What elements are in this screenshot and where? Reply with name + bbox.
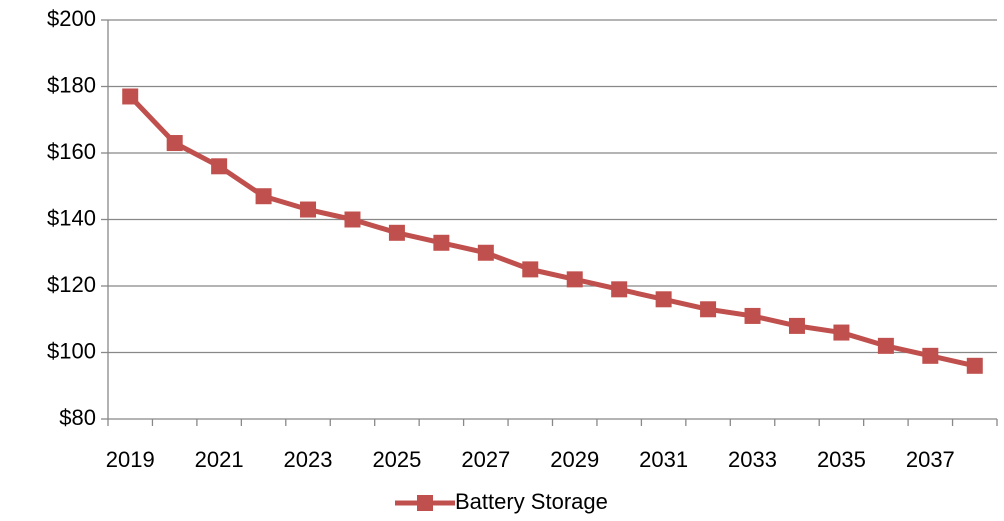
y-tick-label: $160	[47, 139, 96, 164]
data-point	[611, 281, 628, 298]
data-point	[433, 234, 450, 251]
data-point	[211, 158, 228, 175]
data-point	[566, 271, 583, 288]
x-tick-label: 2035	[817, 447, 866, 472]
legend-label: Battery Storage	[455, 489, 608, 514]
data-point	[922, 347, 939, 364]
data-point	[477, 244, 494, 261]
data-point	[788, 317, 805, 334]
data-point	[655, 291, 672, 308]
x-tick-label: 2021	[195, 447, 244, 472]
data-point	[122, 88, 139, 105]
x-tick-label: 2031	[639, 447, 688, 472]
y-tick-label: $120	[47, 272, 96, 297]
data-point	[744, 307, 761, 324]
y-tick-label: $140	[47, 205, 96, 230]
data-point	[388, 224, 405, 241]
y-tick-label: $200	[47, 6, 96, 31]
y-tick-label: $100	[47, 338, 96, 363]
data-point	[833, 324, 850, 341]
data-point	[255, 188, 272, 205]
data-point	[522, 261, 539, 278]
legend-marker	[417, 495, 433, 511]
data-point	[700, 301, 717, 318]
x-tick-label: 2029	[550, 447, 599, 472]
data-point	[966, 357, 983, 374]
x-tick-label: 2027	[461, 447, 510, 472]
data-point	[300, 201, 317, 218]
x-tick-label: 2019	[106, 447, 155, 472]
data-point	[877, 337, 894, 354]
data-point	[344, 211, 361, 228]
x-tick-label: 2025	[372, 447, 421, 472]
y-tick-label: $180	[47, 72, 96, 97]
data-point	[166, 135, 183, 152]
x-tick-label: 2033	[728, 447, 777, 472]
y-tick-label: $80	[59, 405, 96, 430]
x-tick-label: 2023	[284, 447, 333, 472]
x-tick-label: 2037	[906, 447, 955, 472]
